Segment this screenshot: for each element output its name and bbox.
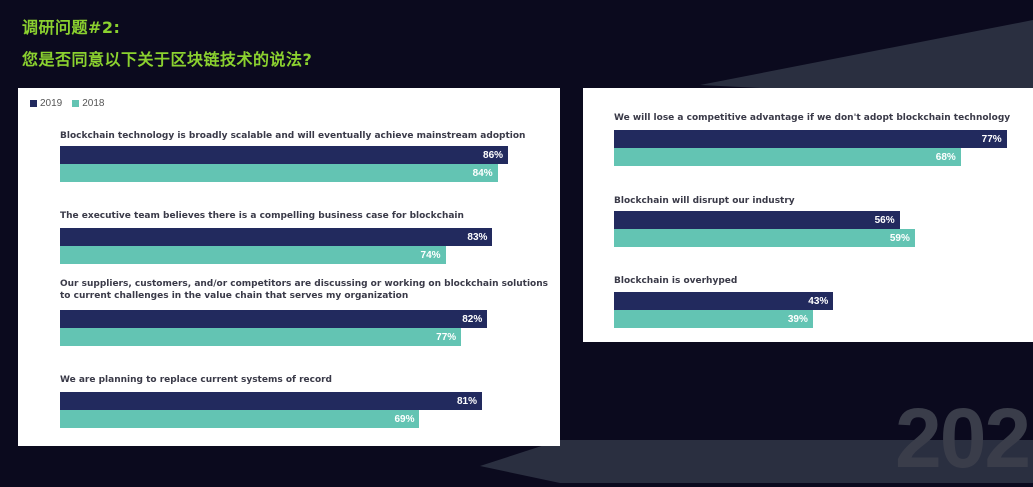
- watermark-year: 202: [895, 391, 1031, 485]
- bar-value-label: 86%: [483, 149, 504, 161]
- bar-2019: 82%: [60, 310, 488, 328]
- question-title: 您是否同意以下关于区块链技术的说法?: [22, 50, 313, 69]
- bar-2018: 69%: [60, 410, 420, 428]
- bar-value-label: 68%: [935, 151, 956, 163]
- bar-2019: 56%: [614, 211, 900, 229]
- question-label: Blockchain will disrupt our industry: [614, 196, 795, 206]
- legend-label-2018: 2018: [82, 98, 105, 109]
- question-number: 调研问题#2:: [22, 18, 121, 37]
- question-label: Our suppliers, customers, and/or competi…: [60, 279, 548, 301]
- bar-value-label: 84%: [472, 167, 493, 179]
- bar-value-label: 81%: [456, 395, 477, 407]
- bar-2019: 81%: [60, 392, 482, 410]
- chart-panel-right: We will lose a competitive advantage if …: [583, 88, 1033, 342]
- bar-2018: 68%: [614, 148, 961, 166]
- bar-2018: 84%: [60, 164, 498, 182]
- bar-value-label: 74%: [420, 249, 441, 261]
- bar-value-label: 77%: [981, 133, 1002, 145]
- legend-swatch-2019: [30, 100, 37, 107]
- bar-2018: 59%: [614, 229, 915, 247]
- bar-value-label: 77%: [436, 331, 457, 343]
- bar-value-label: 59%: [889, 232, 910, 244]
- question-label: The executive team believes there is a c…: [60, 211, 464, 221]
- bar-2019: 77%: [614, 130, 1007, 148]
- bar-value-label: 43%: [808, 295, 829, 307]
- bar-2019: 43%: [614, 292, 834, 310]
- legend: 2019 2018: [30, 98, 105, 109]
- question-label: We will lose a competitive advantage if …: [614, 113, 1011, 123]
- bar-value-label: 82%: [462, 313, 483, 325]
- bar-value-label: 83%: [467, 231, 488, 243]
- bar-2019: 86%: [60, 146, 509, 164]
- question-label: Blockchain technology is broadly scalabl…: [60, 131, 526, 141]
- bar-2018: 77%: [60, 328, 462, 346]
- bar-2019: 83%: [60, 228, 493, 246]
- bar-value-label: 39%: [787, 313, 808, 325]
- bar-2018: 74%: [60, 246, 446, 264]
- legend-item-2019: 2019: [30, 98, 62, 109]
- bar-value-label: 69%: [394, 413, 415, 425]
- legend-label-2019: 2019: [40, 98, 63, 109]
- bar-value-label: 56%: [874, 214, 895, 226]
- question-label: Blockchain is overhyped: [614, 276, 738, 286]
- chart-panel-left: 2019 2018 Blockchain technology is broad…: [18, 88, 560, 446]
- question-label: We are planning to replace current syste…: [60, 375, 333, 385]
- legend-swatch-2018: [72, 100, 80, 107]
- bar-2018: 39%: [614, 310, 813, 328]
- legend-item-2018: 2018: [72, 98, 105, 109]
